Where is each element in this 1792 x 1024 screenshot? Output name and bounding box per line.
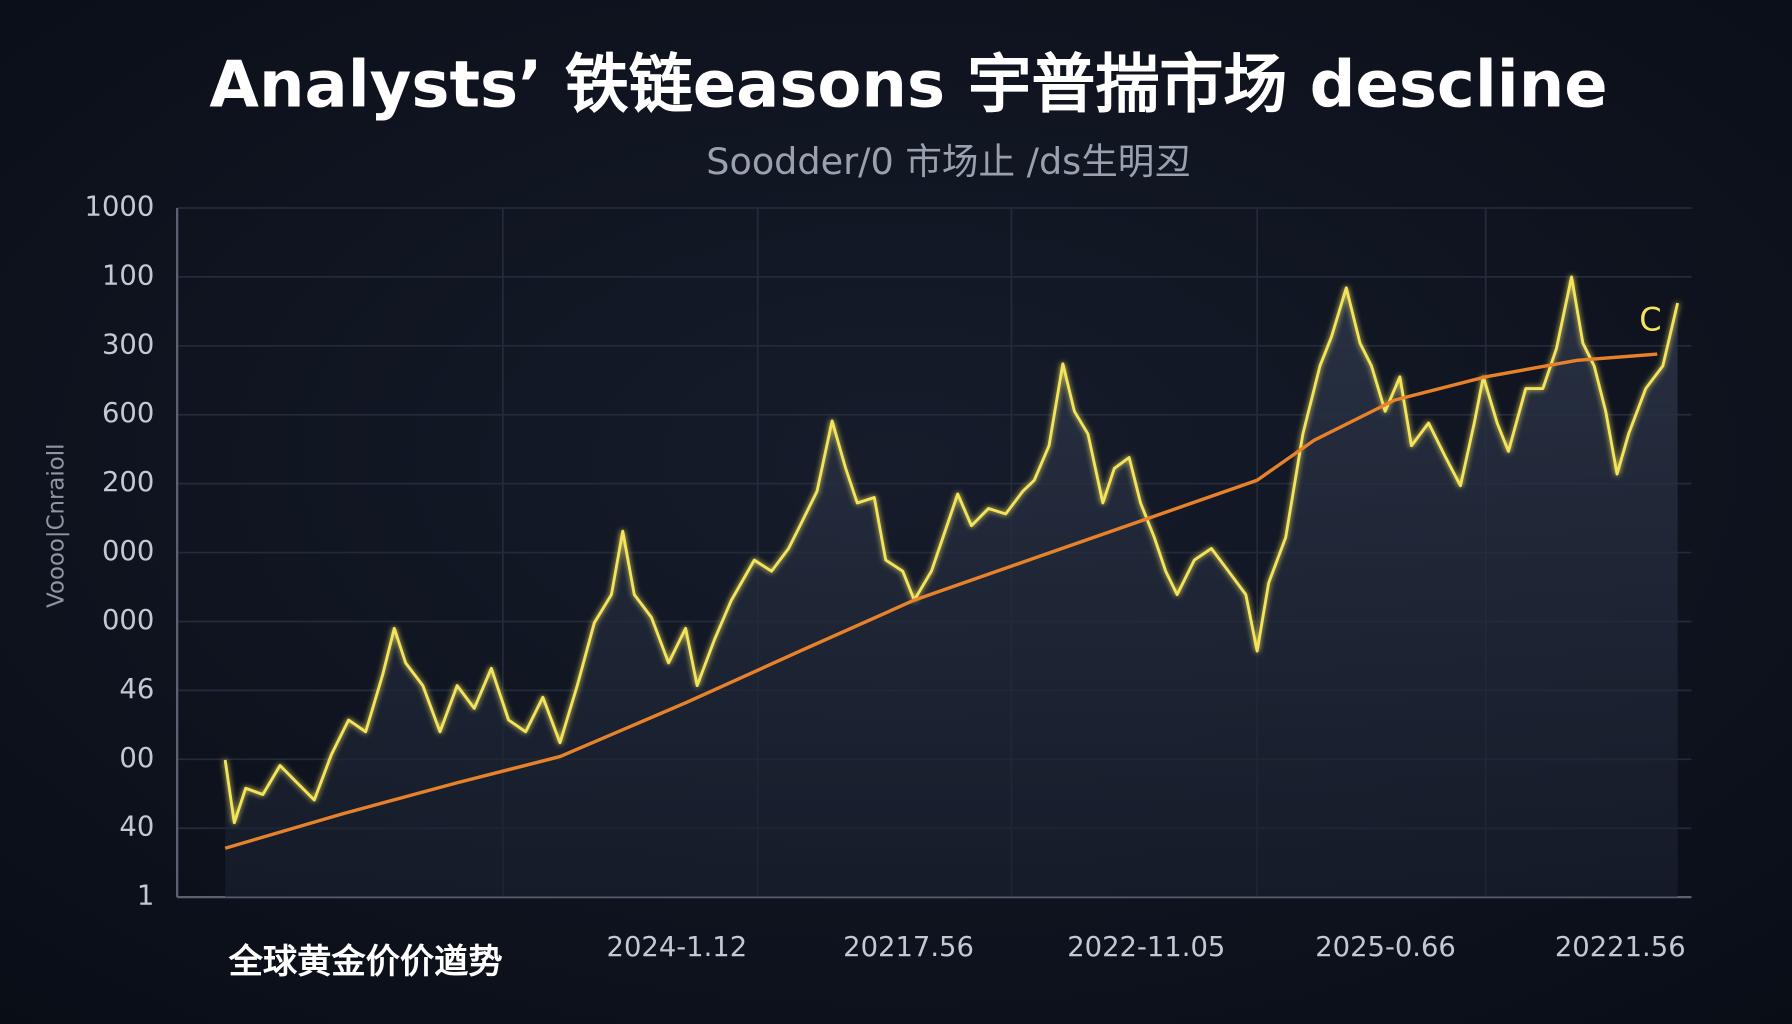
x-tick-label: 2024-1.12 — [607, 932, 748, 963]
y-tick-label: 46 — [119, 674, 154, 705]
y-tick-label: 1000 — [85, 192, 155, 223]
y-tick-label: 00 — [119, 743, 154, 774]
plot: 1 40 00 46 000 000 200 600 300 100 1000 2024-1.12 20… — [85, 192, 1692, 963]
y-tick-label: 40 — [119, 812, 154, 843]
caption: 全球黄金价价遒势 — [228, 942, 503, 982]
y-tick-label: 600 — [102, 398, 154, 429]
x-tick-label: 20217.56 — [843, 932, 974, 963]
y-axis-label: Voooo|Cnraioll — [44, 444, 70, 608]
chart-subtitle: Soodder/0 市场止 /ds生明丒 — [706, 140, 1191, 183]
x-tick-label: 2025-0.66 — [1315, 932, 1456, 963]
x-tick-label: 20221.56 — [1555, 932, 1686, 963]
y-tick-label: 200 — [102, 467, 154, 498]
y-tick-label: 1 — [137, 881, 154, 912]
y-tick-label: 000 — [102, 605, 154, 636]
x-tick-label: 2022-11.05 — [1067, 932, 1225, 963]
y-tick-label: 000 — [102, 536, 154, 567]
line — [224, 352, 1658, 850]
y-tick-label: 300 — [102, 329, 154, 360]
annotation: C — [1639, 300, 1661, 338]
y-tick-label: 100 — [102, 260, 154, 291]
chart-title: Analysts’ 铁链easons 宇普揣市场 descline — [209, 49, 1607, 123]
line — [223, 275, 1679, 825]
